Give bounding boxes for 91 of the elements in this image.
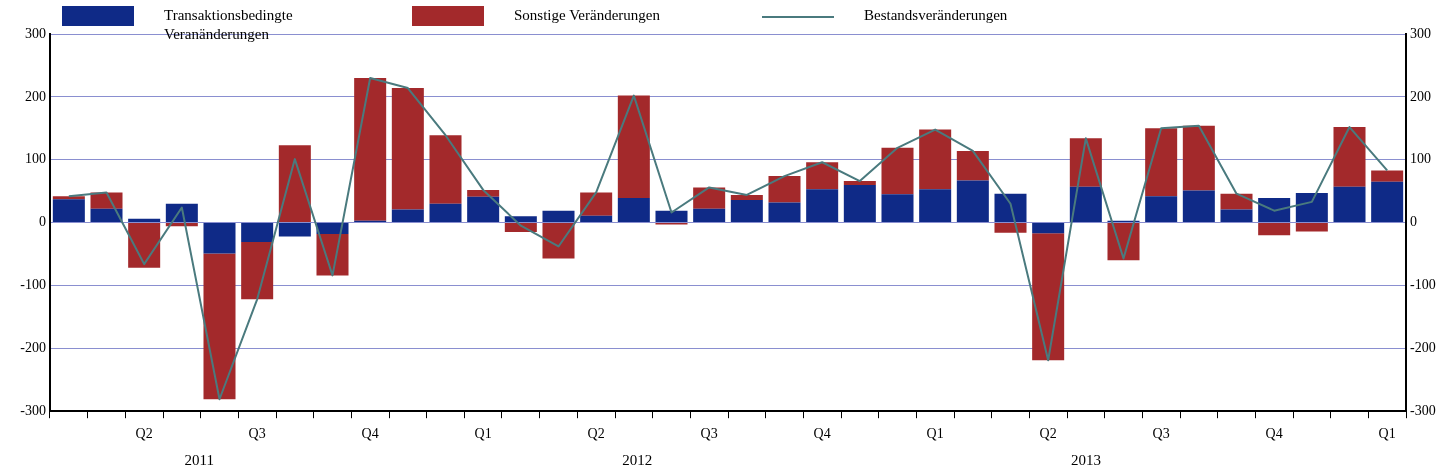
bar — [693, 208, 726, 223]
bar — [768, 202, 801, 223]
x-tick-label: Q4 — [1265, 426, 1283, 442]
bar — [203, 253, 236, 400]
bar — [881, 147, 914, 195]
x-tick-label: Q1 — [1378, 426, 1396, 442]
bar — [467, 196, 500, 223]
bar — [617, 198, 650, 223]
bar — [994, 223, 1027, 233]
bar — [806, 189, 839, 223]
bar — [278, 145, 311, 223]
y-tick-label: 300 — [25, 25, 46, 41]
bar — [956, 150, 989, 181]
bar — [1295, 193, 1328, 223]
y2-tick-label: 300 — [1410, 25, 1431, 41]
bar — [542, 210, 575, 223]
bar — [1145, 128, 1178, 197]
bar — [90, 208, 123, 223]
bar — [1220, 193, 1253, 210]
x-tick-label: Q1 — [474, 426, 492, 442]
bar — [1371, 181, 1404, 223]
bar — [843, 184, 876, 223]
bar — [1182, 190, 1215, 223]
bar — [1295, 223, 1328, 232]
bar — [693, 187, 726, 209]
x-tick-label: Q3 — [248, 426, 266, 442]
x-tick-label: Q2 — [587, 426, 605, 442]
x-tick-label: Q4 — [361, 426, 379, 442]
y-tick-label: 0 — [39, 214, 46, 230]
x-tick-label: Q3 — [700, 426, 718, 442]
y2-tick-label: 0 — [1410, 214, 1417, 230]
y-tick-label: -300 — [20, 402, 46, 418]
x-tick-label: Q2 — [135, 426, 153, 442]
bar — [617, 95, 650, 199]
bar — [1333, 127, 1366, 187]
bar — [1371, 170, 1404, 182]
x-tick-label: Q2 — [1039, 426, 1057, 442]
y-tick-label: 100 — [25, 151, 46, 167]
bar — [881, 194, 914, 223]
bar — [1220, 209, 1253, 223]
bar — [768, 176, 801, 203]
bar — [354, 78, 387, 221]
bar — [542, 223, 575, 259]
bar — [429, 135, 462, 204]
bar — [52, 199, 85, 223]
bar — [919, 189, 952, 223]
legend-label: Sonstige Veränderungen — [514, 6, 661, 25]
bar — [429, 203, 462, 223]
y-tick-label: -200 — [20, 340, 46, 356]
bar — [1258, 223, 1291, 236]
bar — [467, 189, 500, 197]
legend-label: Bestandsveränderungen — [864, 6, 1009, 25]
bar — [391, 88, 424, 210]
bar — [1032, 233, 1065, 361]
bar — [241, 242, 274, 300]
bar — [956, 180, 989, 223]
text: 2013 — [1070, 452, 1101, 469]
bar — [203, 223, 236, 254]
y2-tick-label: 200 — [1410, 88, 1431, 104]
bar — [919, 129, 952, 190]
bar — [843, 181, 876, 185]
text: 2012 — [622, 452, 653, 469]
y2-tick-label: -300 — [1410, 402, 1436, 418]
y2-tick-label: -100 — [1410, 277, 1436, 293]
x-tick-label: Q4 — [813, 426, 831, 442]
bar — [655, 210, 688, 223]
bar — [730, 199, 763, 223]
bar — [580, 192, 613, 216]
y2-tick-label: -200 — [1410, 340, 1436, 356]
bar — [730, 194, 763, 200]
y2-tick-label: 100 — [1410, 151, 1431, 167]
bar — [128, 223, 161, 268]
bar — [1032, 223, 1065, 234]
bar — [1145, 196, 1178, 223]
bar — [580, 215, 613, 223]
bar — [1333, 186, 1366, 223]
y-tick-label: -100 — [20, 277, 46, 293]
bar — [1069, 186, 1102, 223]
bar — [806, 162, 839, 190]
bar — [391, 209, 424, 223]
bar — [128, 218, 161, 223]
y-tick-label: 200 — [25, 88, 46, 104]
bar — [1258, 198, 1291, 223]
bar — [994, 193, 1027, 223]
text: 2011 — [184, 452, 214, 469]
bar — [1182, 125, 1215, 191]
x-tick-label: Q3 — [1152, 426, 1170, 442]
bar — [241, 223, 274, 243]
x-tick-label: Q1 — [926, 426, 944, 442]
legend-label: Transaktionsbedingte Veranänderungen — [164, 6, 294, 44]
bar — [278, 223, 311, 237]
